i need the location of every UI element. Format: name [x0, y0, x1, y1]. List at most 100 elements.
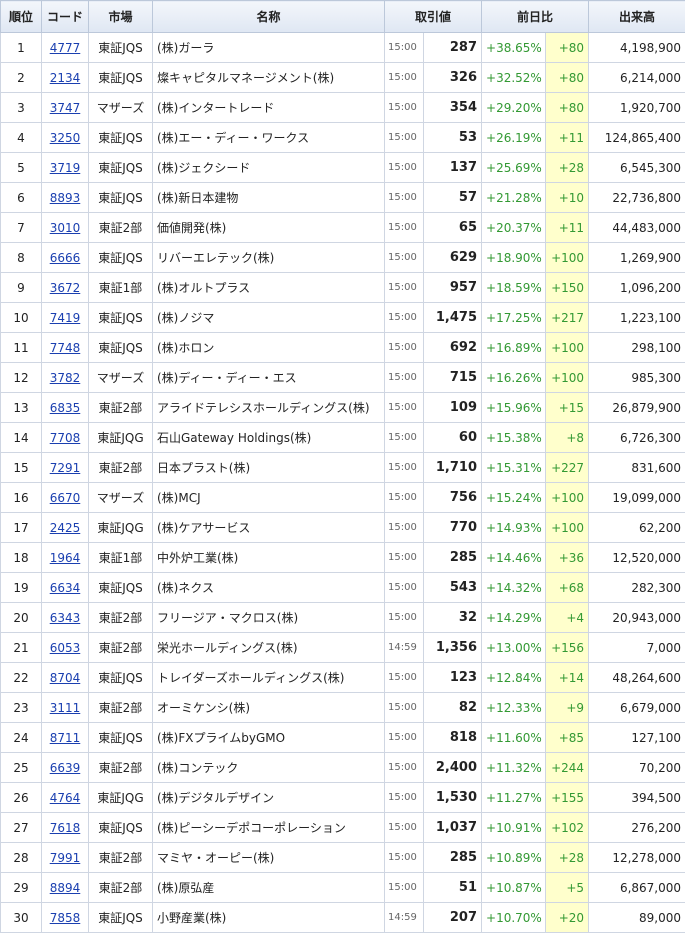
change-cell: +28: [546, 153, 589, 183]
change-cell: +102: [546, 813, 589, 843]
time-cell: 15:00: [385, 333, 424, 363]
change-percent-cell: +10.70%: [482, 903, 546, 933]
price-cell: 1,475: [424, 303, 482, 333]
code-link[interactable]: 8704: [50, 671, 81, 685]
code-cell: 7991: [42, 843, 89, 873]
code-link[interactable]: 1964: [50, 551, 81, 565]
code-link[interactable]: 3747: [50, 101, 81, 115]
change-percent-cell: +32.52%: [482, 63, 546, 93]
code-link[interactable]: 7618: [50, 821, 81, 835]
change-percent-cell: +18.59%: [482, 273, 546, 303]
code-link[interactable]: 4764: [50, 791, 81, 805]
price-cell: 354: [424, 93, 482, 123]
price-cell: 629: [424, 243, 482, 273]
time-cell: 15:00: [385, 783, 424, 813]
code-link[interactable]: 6835: [50, 401, 81, 415]
price-cell: 60: [424, 423, 482, 453]
code-link[interactable]: 6639: [50, 761, 81, 775]
code-link[interactable]: 6670: [50, 491, 81, 505]
code-link[interactable]: 6634: [50, 581, 81, 595]
code-link[interactable]: 7291: [50, 461, 81, 475]
market-cell: 東証JQS: [89, 573, 153, 603]
rank-cell: 24: [1, 723, 42, 753]
market-cell: 東証2部: [89, 843, 153, 873]
name-cell: 石山Gateway Holdings(株): [153, 423, 385, 453]
change-cell: +85: [546, 723, 589, 753]
code-link[interactable]: 7991: [50, 851, 81, 865]
code-link[interactable]: 3111: [50, 701, 81, 715]
code-link[interactable]: 7858: [50, 911, 81, 925]
market-cell: 東証2部: [89, 603, 153, 633]
code-link[interactable]: 3672: [50, 281, 81, 295]
rank-cell: 11: [1, 333, 42, 363]
code-link[interactable]: 7708: [50, 431, 81, 445]
code-cell: 7708: [42, 423, 89, 453]
market-cell: 東証JQS: [89, 813, 153, 843]
code-cell: 6835: [42, 393, 89, 423]
rank-cell: 27: [1, 813, 42, 843]
change-cell: +8: [546, 423, 589, 453]
price-cell: 818: [424, 723, 482, 753]
price-cell: 287: [424, 33, 482, 63]
code-cell: 1964: [42, 543, 89, 573]
change-percent-cell: +14.29%: [482, 603, 546, 633]
market-cell: 東証2部: [89, 873, 153, 903]
change-cell: +5: [546, 873, 589, 903]
name-cell: (株)ノジマ: [153, 303, 385, 333]
market-cell: 東証JQG: [89, 423, 153, 453]
change-percent-cell: +20.37%: [482, 213, 546, 243]
change-percent-cell: +29.20%: [482, 93, 546, 123]
code-link[interactable]: 8893: [50, 191, 81, 205]
price-cell: 137: [424, 153, 482, 183]
name-cell: (株)オルトプラス: [153, 273, 385, 303]
market-cell: 東証JQG: [89, 513, 153, 543]
price-cell: 770: [424, 513, 482, 543]
change-percent-cell: +15.24%: [482, 483, 546, 513]
price-cell: 326: [424, 63, 482, 93]
code-link[interactable]: 6343: [50, 611, 81, 625]
code-link[interactable]: 6666: [50, 251, 81, 265]
code-link[interactable]: 3782: [50, 371, 81, 385]
volume-cell: 62,200: [589, 513, 685, 543]
volume-cell: 124,865,400: [589, 123, 685, 153]
change-percent-cell: +17.25%: [482, 303, 546, 333]
code-link[interactable]: 6053: [50, 641, 81, 655]
time-cell: 15:00: [385, 753, 424, 783]
code-link[interactable]: 2134: [50, 71, 81, 85]
change-cell: +11: [546, 213, 589, 243]
name-cell: (株)ジェクシード: [153, 153, 385, 183]
rank-cell: 26: [1, 783, 42, 813]
code-cell: 6343: [42, 603, 89, 633]
time-cell: 15:00: [385, 663, 424, 693]
volume-cell: 19,099,000: [589, 483, 685, 513]
name-cell: 小野産業(株): [153, 903, 385, 933]
rank-cell: 16: [1, 483, 42, 513]
change-cell: +244: [546, 753, 589, 783]
code-link[interactable]: 7748: [50, 341, 81, 355]
code-link[interactable]: 3010: [50, 221, 81, 235]
code-cell: 8711: [42, 723, 89, 753]
code-link[interactable]: 8894: [50, 881, 81, 895]
change-cell: +100: [546, 333, 589, 363]
change-cell: +4: [546, 603, 589, 633]
rank-cell: 29: [1, 873, 42, 903]
market-cell: 東証2部: [89, 393, 153, 423]
code-link[interactable]: 3250: [50, 131, 81, 145]
code-link[interactable]: 3719: [50, 161, 81, 175]
change-percent-cell: +26.19%: [482, 123, 546, 153]
name-cell: トレイダーズホールディングス(株): [153, 663, 385, 693]
code-link[interactable]: 7419: [50, 311, 81, 325]
code-link[interactable]: 2425: [50, 521, 81, 535]
code-link[interactable]: 4777: [50, 41, 81, 55]
code-cell: 8704: [42, 663, 89, 693]
rank-cell: 19: [1, 573, 42, 603]
code-link[interactable]: 8711: [50, 731, 81, 745]
